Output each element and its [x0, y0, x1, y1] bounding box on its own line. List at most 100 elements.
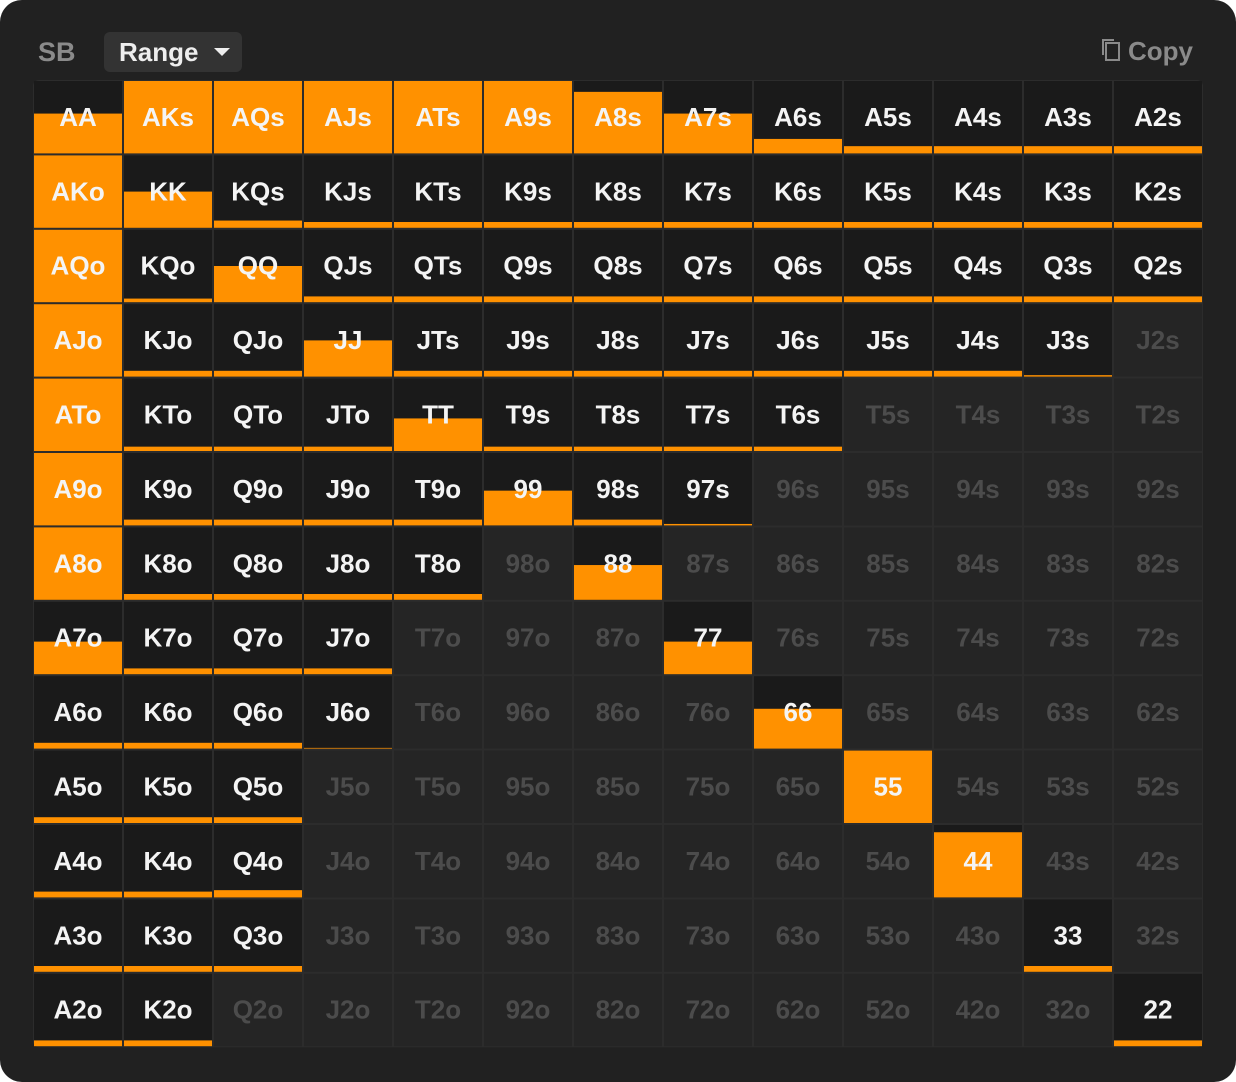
- hand-label: 94s: [956, 474, 999, 504]
- hand-label: T8s: [596, 399, 641, 429]
- hand-label: K8o: [143, 548, 192, 578]
- hand-cell: [574, 750, 662, 823]
- hand-cell: [394, 453, 482, 526]
- hand-cell: [214, 973, 302, 1047]
- hand-label: T8o: [415, 548, 461, 578]
- hand-label: 98o: [506, 548, 551, 578]
- hand-label: Q8o: [233, 548, 284, 578]
- hand-cell: [1114, 899, 1202, 972]
- hand-label: 43o: [956, 920, 1001, 950]
- hand-cell: [214, 676, 302, 749]
- hand-cell: [934, 601, 1022, 675]
- hand-label: K8s: [594, 176, 642, 206]
- frequency-bar: [1114, 146, 1202, 154]
- hand-label: J4o: [326, 846, 371, 876]
- hand-label: J7o: [326, 623, 371, 653]
- frequency-bar: [34, 113, 122, 154]
- frequency-bar: [124, 191, 212, 228]
- frequency-bar: [214, 890, 302, 898]
- hand-label: Q7o: [233, 623, 284, 653]
- hand-cell: [664, 750, 752, 823]
- hand-cell: [1114, 378, 1202, 451]
- frequency-bar: [304, 340, 392, 377]
- hand-label: 97s: [686, 474, 729, 504]
- hand-cell: [34, 750, 122, 823]
- frequency-bar: [934, 370, 1022, 377]
- hand-label: K3s: [1044, 176, 1092, 206]
- frequency-bar: [124, 594, 212, 600]
- frequency-bar: [34, 742, 122, 749]
- hand-cell: [664, 676, 752, 749]
- hand-cell: [1114, 527, 1202, 600]
- hand-label: T6o: [415, 697, 461, 727]
- hand-cell: [754, 973, 842, 1047]
- hand-cell: [574, 825, 662, 898]
- hand-cell: [34, 973, 122, 1047]
- hand-label: 88: [604, 548, 633, 578]
- hand-label: J3s: [1046, 325, 1089, 355]
- copy-button[interactable]: Copy: [1100, 36, 1193, 67]
- hand-cell: [934, 899, 1022, 972]
- hand-cell: [394, 825, 482, 898]
- hand-cell: [394, 155, 482, 228]
- hand-label: K9o: [143, 474, 192, 504]
- hand-label: 94o: [506, 846, 551, 876]
- hand-cell: [484, 973, 572, 1047]
- hand-label: 99: [514, 474, 543, 504]
- hand-cell: [1024, 527, 1112, 600]
- hand-cell: [124, 825, 212, 898]
- hand-cell: [1024, 229, 1112, 303]
- frequency-bar: [304, 296, 392, 303]
- hand-label: J8s: [596, 325, 639, 355]
- hand-cell: [124, 378, 212, 451]
- hand-label: KQs: [231, 176, 284, 206]
- view-label: Range: [119, 37, 199, 67]
- hand-label: KJo: [143, 325, 192, 355]
- hand-cell: [574, 453, 662, 526]
- frequency-bar: [124, 891, 212, 898]
- hand-label: 86s: [776, 548, 819, 578]
- hand-cell: [754, 155, 842, 228]
- hand-cell: [304, 527, 392, 600]
- hand-label: KTo: [144, 399, 193, 429]
- hand-cell: [394, 676, 482, 749]
- hand-cell: [664, 155, 752, 228]
- hand-label: 86o: [596, 697, 641, 727]
- hand-cell: [664, 229, 752, 303]
- hand-cell: [484, 899, 572, 972]
- frequency-bar: [664, 446, 752, 451]
- hand-cell: [214, 378, 302, 451]
- frequency-bar: [124, 298, 212, 303]
- hand-cell: [844, 155, 932, 228]
- hand-label: J7s: [686, 325, 729, 355]
- frequency-bar: [844, 222, 932, 228]
- hand-cell: [1024, 601, 1112, 675]
- frequency-bar: [574, 296, 662, 303]
- frequency-bar: [214, 966, 302, 972]
- hand-label: J4s: [956, 325, 999, 355]
- hand-cell: [484, 825, 572, 898]
- hand-cell: [754, 601, 842, 675]
- frequency-bar: [754, 222, 842, 228]
- frequency-bar: [934, 146, 1022, 154]
- hand-label: 74o: [686, 846, 731, 876]
- frequency-bar: [124, 966, 212, 972]
- hand-label: 98s: [596, 474, 639, 504]
- hand-label: 32o: [1046, 995, 1091, 1025]
- hand-cell: [394, 899, 482, 972]
- hand-cell: [1024, 825, 1112, 898]
- frequency-bar: [1114, 222, 1202, 228]
- hand-cell: [1024, 676, 1112, 749]
- hand-label: JJ: [334, 325, 363, 355]
- hand-label: A9s: [504, 102, 552, 132]
- frequency-bar: [34, 155, 122, 228]
- hand-cell: [484, 229, 572, 303]
- hand-label: 85s: [866, 548, 909, 578]
- hand-cell: [934, 229, 1022, 303]
- hand-label: T9o: [415, 474, 461, 504]
- view-dropdown[interactable]: Range: [104, 32, 242, 72]
- hand-cell: [574, 676, 662, 749]
- hand-label: 44: [964, 846, 993, 876]
- hand-label: Q5s: [863, 251, 912, 281]
